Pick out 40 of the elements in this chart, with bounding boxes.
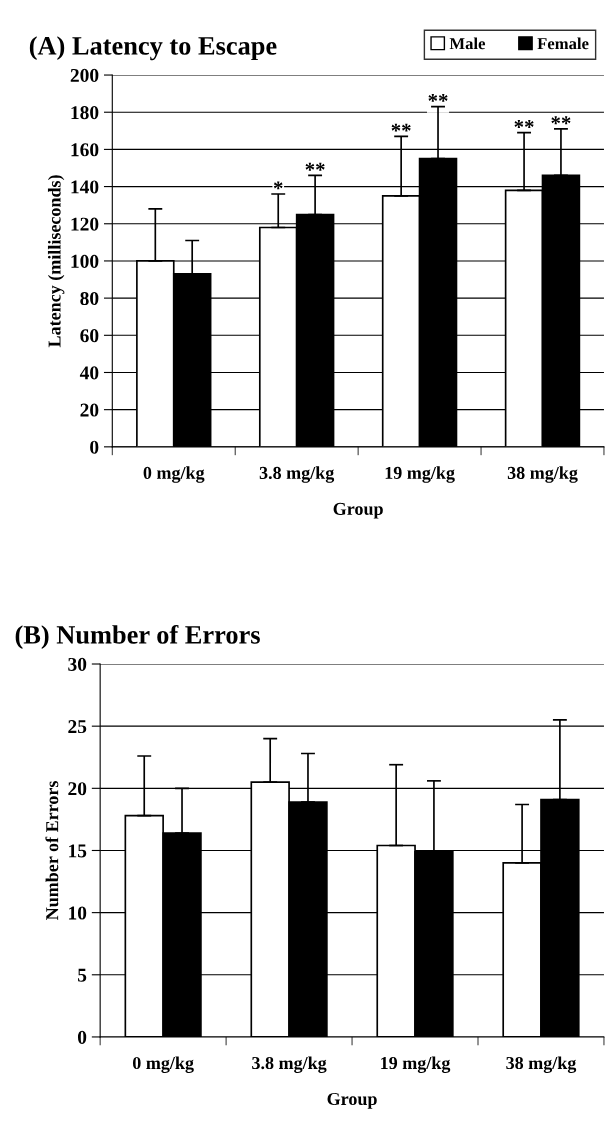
y-axis-title: Latency (milliseconds)	[47, 175, 65, 348]
data-label: **	[514, 120, 534, 128]
chart-title: (B) Number of Errors	[15, 624, 260, 650]
data-label: **	[305, 162, 325, 171]
data-label: **	[551, 116, 571, 125]
y-tick-label: 60	[80, 329, 99, 343]
x-tick-label: 0 mg/kg	[143, 466, 205, 483]
y-tick-label: 40	[79, 366, 99, 380]
x-tick-label: 38 mg/kg	[506, 1056, 577, 1073]
y-tick-label: 180	[71, 106, 99, 120]
y-tick-label: 0	[77, 1030, 87, 1044]
x-tick-label: 3.8 mg/kg	[252, 1056, 327, 1073]
x-tick-label: 19 mg/kg	[381, 1056, 451, 1073]
y-tick-label: 100	[71, 254, 99, 268]
x-tick-label: 19 mg/kg	[385, 466, 455, 483]
data-label: *	[273, 181, 283, 190]
y-tick-label: 120	[71, 217, 99, 231]
data-label: **	[391, 123, 411, 132]
x-axis-title: Group	[333, 502, 383, 519]
x-axis-title: Group	[327, 1092, 377, 1109]
y-tick-label: 15	[69, 844, 87, 858]
data-label: **	[428, 94, 448, 102]
legend-label: Female	[537, 37, 589, 50]
y-tick-label: 10	[69, 906, 87, 920]
y-tick-label: 20	[68, 782, 87, 796]
legend-label: Male	[449, 37, 486, 50]
y-axis-title: Number of Errors	[45, 781, 59, 921]
y-tick-label: 200	[70, 68, 99, 82]
y-tick-label: 0	[90, 440, 99, 454]
x-tick-label: 3.8 mg/kg	[259, 466, 335, 483]
y-tick-label: 30	[68, 657, 87, 671]
y-tick-label: 140	[71, 180, 99, 194]
x-tick-label: 38 mg/kg	[507, 466, 578, 483]
y-tick-label: 160	[71, 143, 99, 157]
y-tick-label: 80	[80, 291, 99, 306]
y-tick-label: 5	[78, 968, 87, 982]
chart-title: (A) Latency to Escape	[29, 36, 277, 61]
y-tick-label: 20	[80, 403, 99, 417]
y-tick-label: 25	[68, 720, 87, 734]
x-tick-label: 0 mg/kg	[132, 1056, 194, 1073]
